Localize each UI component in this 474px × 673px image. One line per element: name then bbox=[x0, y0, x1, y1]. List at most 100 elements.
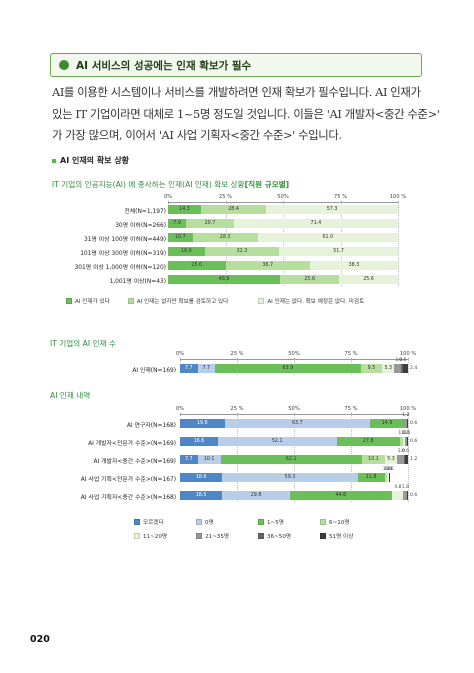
bar-segment: 11.8 bbox=[357, 473, 385, 482]
data-label: 59.3 bbox=[284, 475, 296, 480]
legend-text: 0명 bbox=[205, 520, 214, 526]
legend-swatch bbox=[320, 533, 326, 539]
bar-segment: 48.8 bbox=[168, 275, 281, 284]
data-label: 1.2 bbox=[401, 431, 409, 436]
bar-segment: 14.9 bbox=[369, 419, 404, 428]
legend-text: 6~10명 bbox=[329, 520, 350, 526]
data-label: 29.8 bbox=[250, 493, 262, 498]
data-label: 3.0 bbox=[397, 449, 406, 454]
bar-segment: 16.6 bbox=[180, 437, 218, 446]
data-label: 18.6 bbox=[195, 475, 207, 480]
bar-segment: 38.3 bbox=[309, 261, 398, 270]
legend-item: 모르겠다 bbox=[134, 518, 196, 526]
stacked-bar: 7.7 7.7 63.9 9.5 5.3 bbox=[180, 364, 408, 373]
data-label: 4.8 bbox=[394, 485, 402, 490]
axis-tick-label: 25 % bbox=[230, 406, 244, 412]
bar-segment bbox=[391, 491, 403, 500]
gridline bbox=[408, 359, 409, 375]
category-label: 1,001명 이상(N=43) bbox=[109, 279, 166, 285]
legend-text: AI 인재가 있다 bbox=[75, 299, 110, 305]
bar-segment bbox=[402, 491, 407, 500]
data-label: 63.7 bbox=[291, 421, 303, 426]
bar-segment bbox=[399, 437, 403, 446]
data-label: 28.3 bbox=[219, 235, 231, 240]
bar-segment bbox=[402, 364, 408, 373]
legend-swatch bbox=[258, 298, 265, 304]
data-label: 2.4 bbox=[410, 366, 418, 371]
legend-swatch bbox=[134, 519, 140, 525]
data-label: 0.6 bbox=[403, 431, 411, 436]
stacked-bar: 10.7 28.3 61.0 bbox=[168, 233, 398, 242]
sub-heading: AI 인재의 확보 상황 bbox=[52, 155, 129, 166]
bar-segment bbox=[387, 473, 389, 482]
data-label: 0.6 bbox=[401, 449, 410, 454]
data-label: 1.2 bbox=[402, 413, 410, 418]
legend-swatch bbox=[196, 533, 202, 539]
data-label: 11.8 bbox=[365, 475, 377, 480]
data-label: 0.6 bbox=[399, 358, 407, 363]
chart-title-text: IT 기업의 AI 인재 수 bbox=[50, 339, 116, 348]
bar-segment: 10.7 bbox=[168, 233, 193, 242]
body-line: 가 가장 많으며, 이어서 'AI 사업 기획자<중간 수준>' 수입니다. bbox=[52, 128, 342, 142]
data-label: 1.2 bbox=[382, 467, 391, 472]
bar-segment: 71.4 bbox=[233, 219, 398, 228]
legend-item: 11~20명 bbox=[134, 532, 196, 540]
data-label: 16.6 bbox=[193, 439, 205, 444]
axis-tick-label: 0% bbox=[163, 194, 173, 200]
bar-segment: 29.8 bbox=[222, 491, 291, 500]
legend-item: 51명 이상 bbox=[320, 532, 382, 540]
bar-segment: 27.8 bbox=[336, 437, 400, 446]
gridline bbox=[408, 414, 409, 502]
bar-segment bbox=[406, 491, 408, 500]
axis-tick-label: 75 % bbox=[333, 194, 348, 200]
legend-swatch bbox=[258, 533, 264, 539]
data-label: 1.8 bbox=[401, 485, 410, 490]
bar-segment: 63.9 bbox=[215, 364, 361, 373]
data-label: 19.6 bbox=[197, 421, 208, 426]
category-label: AI 개발자<중간 수준>(N=169) bbox=[93, 459, 176, 465]
chart-legend: 모르겠다 0명 1~5명 6~10명 11~20명 21~35명 36~50명 51명 이상 bbox=[134, 518, 394, 546]
axis-tick-label: 100 % bbox=[399, 351, 417, 357]
data-label: 0.6 bbox=[410, 439, 418, 444]
data-label: 5.3 bbox=[384, 366, 393, 371]
legend-swatch bbox=[127, 298, 134, 304]
legend-text: 11~20명 bbox=[143, 534, 168, 540]
data-label: 51.7 bbox=[333, 249, 344, 254]
bar-segment: 62.1 bbox=[220, 455, 363, 464]
data-label: 52.1 bbox=[271, 439, 283, 444]
bar-segment bbox=[405, 455, 408, 464]
data-label: 25.0 bbox=[191, 263, 203, 268]
bar-segment bbox=[402, 437, 406, 446]
chart-title: IT 기업의 인공지능(AI) 에 종사하는 인재(AI 인재) 확보 상황[직… bbox=[52, 179, 289, 190]
category-label: 전체(N=1,197) bbox=[124, 209, 166, 215]
bar-segment: 7.7 bbox=[180, 455, 198, 464]
bar-segment: 9.5 bbox=[360, 364, 383, 373]
bar-segment bbox=[406, 419, 408, 428]
axis-tick-label: 75 % bbox=[344, 406, 358, 412]
stacked-bar: 25.0 36.7 38.3 bbox=[168, 261, 398, 270]
data-label: 18.5 bbox=[195, 493, 207, 498]
data-label: 0.6 bbox=[410, 493, 418, 498]
section-heading-box: AI 서비스의 성공에는 인재 확보가 필수 bbox=[50, 53, 422, 77]
data-label: 48.8 bbox=[218, 277, 230, 282]
legend-item: 6~10명 bbox=[320, 518, 382, 526]
bar-segment: 16.0 bbox=[168, 247, 205, 256]
axis-tick-label: 75 % bbox=[344, 351, 358, 357]
section-title: AI 서비스의 성공에는 인재 확보가 필수 bbox=[76, 59, 252, 72]
axis-tick-label: 100 % bbox=[389, 194, 407, 200]
axis-tick-label: 50% bbox=[288, 351, 300, 357]
gridline bbox=[225, 202, 227, 286]
chart-title: AI 인재 내역 bbox=[50, 390, 90, 401]
axis-tick-label: 50% bbox=[288, 406, 300, 412]
gridline bbox=[283, 202, 284, 286]
legend-swatch bbox=[66, 298, 72, 304]
legend-text: AI 인재는 없다. 확보 예정은 없다. 미검토 bbox=[267, 299, 365, 305]
gridline bbox=[398, 202, 399, 286]
bar-segment: 25.0 bbox=[168, 261, 226, 270]
legend-text: 51명 이상 bbox=[329, 534, 354, 540]
bar-segment: 61.0 bbox=[257, 233, 398, 242]
bar-segment: 28.4 bbox=[200, 205, 267, 214]
legend-item: 36~50명 bbox=[258, 532, 320, 540]
data-label: 14.9 bbox=[381, 421, 393, 426]
chart-title: IT 기업의 AI 인재 수 bbox=[50, 338, 116, 349]
